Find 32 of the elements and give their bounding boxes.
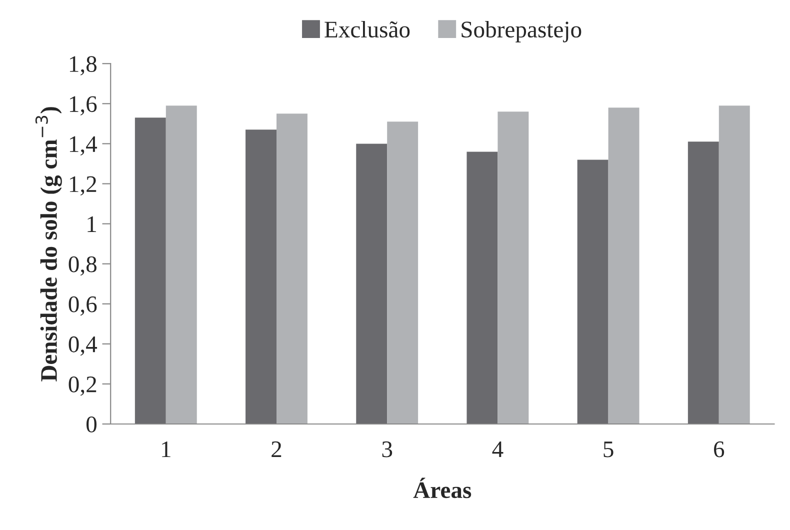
- x-tick-label: 2: [272, 441, 282, 458]
- bar: [166, 106, 197, 424]
- bar: [608, 108, 640, 424]
- bar: [498, 112, 529, 424]
- y-tick-label: 0,8: [68, 256, 97, 276]
- y-tick-label: 0,6: [68, 296, 97, 316]
- y-tick-label: 1,6: [70, 96, 97, 116]
- y-tick-label: 0: [86, 416, 97, 432]
- bar: [577, 160, 608, 424]
- x-tick-label: 1: [162, 441, 170, 458]
- x-tick-label: 6: [714, 441, 724, 458]
- legend-label: Exclusão: [324, 20, 410, 38]
- bar: [718, 106, 750, 424]
- bar: [356, 144, 388, 424]
- y-tick-label: 0,2: [68, 376, 96, 396]
- x-axis-title: Áreas: [413, 478, 472, 498]
- y-tick-label: 1,4: [70, 136, 98, 156]
- bar: [246, 130, 276, 424]
- y-axis-title: Densidade do solo (g cm$^{−3}$): [35, 107, 62, 382]
- x-tick-label: 5: [604, 442, 614, 458]
- bar: [466, 152, 498, 424]
- bar: [688, 142, 719, 424]
- y-tick-label: 1,2: [70, 176, 96, 196]
- bar: [134, 118, 166, 424]
- legend-label: Sobrepastejo: [462, 20, 582, 42]
- x-tick-label: 4: [492, 442, 504, 458]
- y-tick-label: 0,4: [68, 336, 98, 356]
- y-tick-label: 1: [88, 216, 96, 232]
- y-tick-label: 1,8: [70, 56, 97, 76]
- bar: [276, 114, 308, 424]
- bar: [387, 122, 418, 424]
- x-tick-label: 3: [382, 441, 392, 458]
